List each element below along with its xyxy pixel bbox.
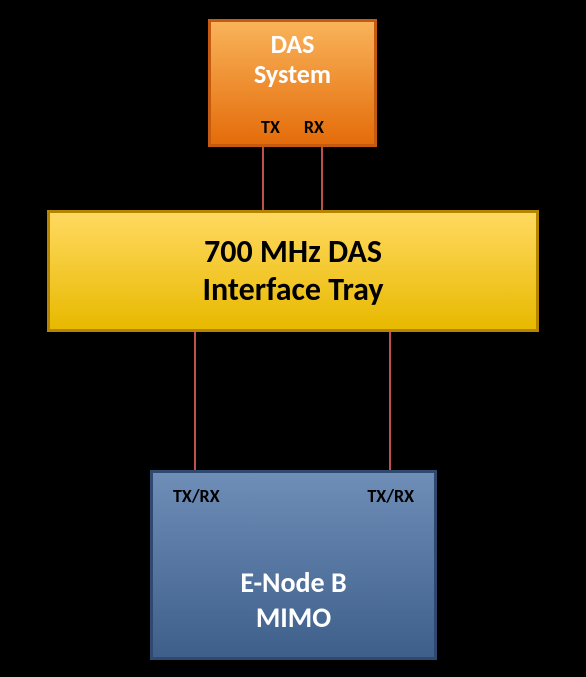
- enode-title-line1: E-Node B: [153, 565, 434, 600]
- connector-das-tray-left: [262, 144, 264, 210]
- das-ports-row: TX RX: [211, 116, 374, 138]
- tray-title-line2: Interface Tray: [203, 271, 384, 309]
- interface-tray-box: 700 MHz DAS Interface Tray: [47, 210, 539, 332]
- das-system-title: DAS System: [211, 22, 374, 90]
- das-title-line1: DAS: [211, 30, 374, 60]
- enode-ports-row: TX/RX TX/RX: [153, 485, 434, 507]
- connector-tray-enode-left: [194, 330, 196, 470]
- enode-title-line2: MIMO: [153, 600, 434, 635]
- enode-port-left: TX/RX: [173, 485, 220, 507]
- tray-title: 700 MHz DAS Interface Tray: [203, 233, 384, 310]
- das-system-box: DAS System TX RX: [208, 19, 377, 147]
- connector-das-tray-right: [321, 144, 323, 210]
- das-port-rx: RX: [304, 116, 324, 138]
- das-port-tx: TX: [261, 116, 280, 138]
- das-title-line2: System: [211, 60, 374, 90]
- enode-title: E-Node B MIMO: [153, 565, 434, 635]
- enode-port-right: TX/RX: [367, 485, 414, 507]
- enode-b-box: TX/RX TX/RX E-Node B MIMO: [150, 470, 437, 660]
- connector-tray-enode-right: [389, 330, 391, 470]
- tray-title-line1: 700 MHz DAS: [203, 233, 384, 271]
